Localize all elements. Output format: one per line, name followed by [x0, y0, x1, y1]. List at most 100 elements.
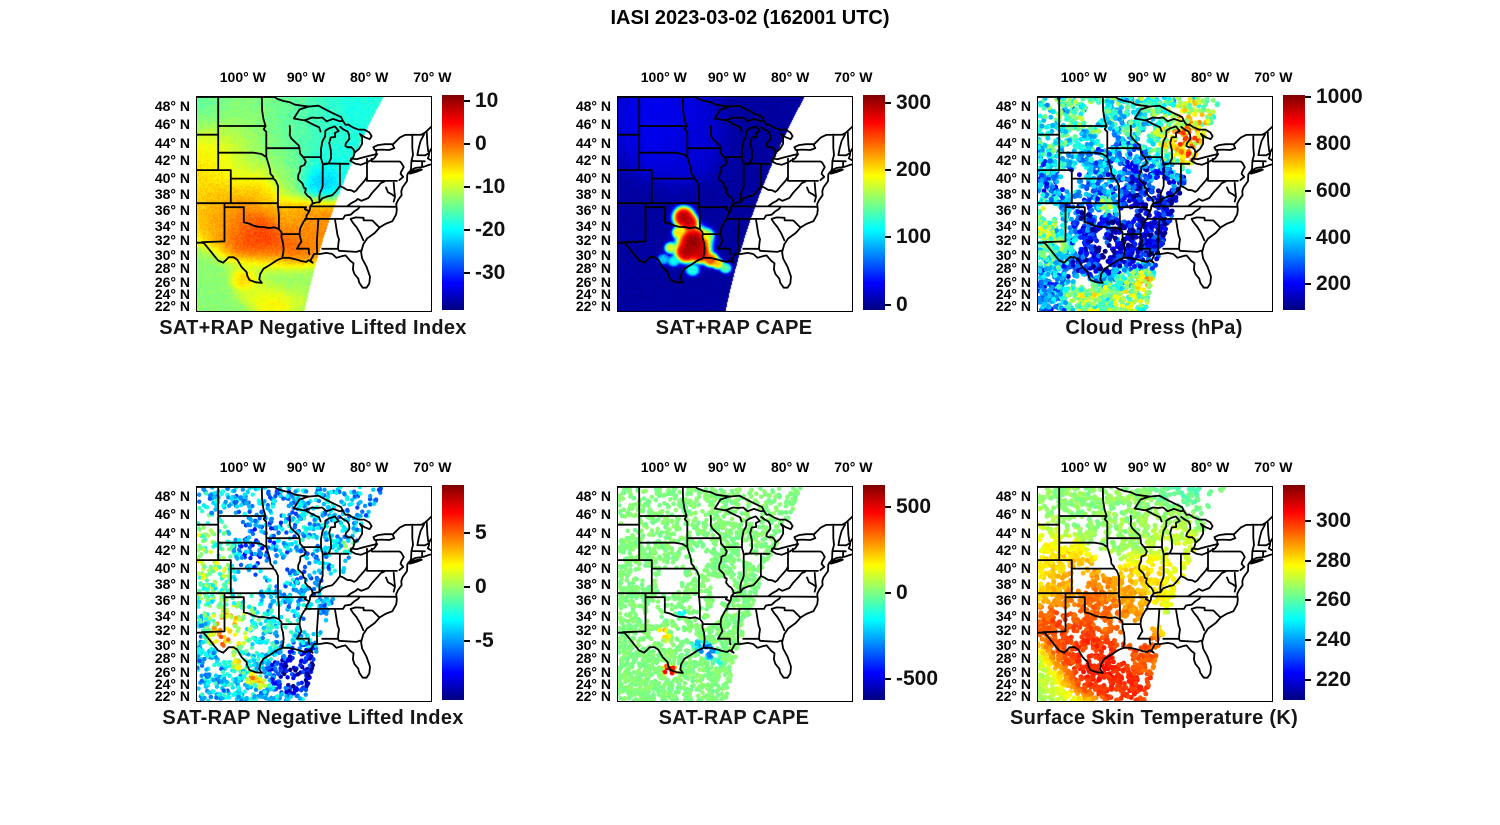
colorbar-tick-label: -20	[475, 218, 506, 242]
lat-tick-label: 26° N	[154, 663, 190, 680]
colorbar-tick-label: 1000	[1316, 85, 1363, 109]
lat-tick-label: 38° N	[995, 186, 1031, 203]
lat-tick-label: 46° N	[575, 116, 611, 133]
lat-tick-label: 36° N	[575, 592, 611, 609]
lon-tick-label: 100° W	[640, 459, 687, 475]
lon-tick-label: 90° W	[707, 459, 747, 475]
colorbar-tick-label: 5	[475, 521, 487, 545]
lon-tick-label: 90° W	[286, 459, 326, 475]
lon-axis: 100° W 90° W 80° W 70° W	[617, 62, 873, 96]
lon-tick-label: 100° W	[1060, 459, 1107, 475]
lat-axis: 48° N 46° N 44° N 42° N 40° N 38° N 36° N 34° N…	[134, 486, 190, 705]
lat-tick-label: 34° N	[154, 217, 190, 234]
lat-tick-label: 26° N	[575, 663, 611, 680]
colorbar-tick-label: 240	[1316, 628, 1352, 652]
lat-tick-label: 26° N	[575, 273, 611, 290]
lat-tick-label: 28° N	[575, 650, 611, 667]
lat-tick-label: 32° N	[575, 622, 611, 639]
colorbar-tick-label: 300	[896, 91, 932, 115]
colorbar: 500 0 -500	[863, 485, 978, 703]
lat-tick-label: 38° N	[154, 186, 190, 203]
colorbar: 300 200 100 0	[863, 91, 978, 316]
panel-title: SAT+RAP Negative Lifted Index	[159, 317, 467, 339]
colorbar-tick-mark	[885, 303, 891, 306]
panel-title: SAT-RAP CAPE	[658, 707, 810, 729]
colorbar-tick-label: 0	[475, 132, 487, 156]
lat-tick-label: 24° N	[154, 286, 190, 303]
lon-axis: 100° W 90° W 80° W 70° W	[617, 452, 873, 486]
lon-tick-label: 80° W	[1191, 69, 1230, 85]
lon-axis: 100° W 90° W 80° W 70° W	[196, 62, 452, 96]
lat-tick-label: 28° N	[154, 650, 190, 667]
lon-tick-label: 70° W	[834, 69, 873, 85]
colorbar-gradient	[863, 485, 885, 700]
colorbar-tick-mark	[464, 186, 470, 189]
lat-tick-label: 46° N	[995, 116, 1031, 133]
lat-axis: 48° N 46° N 44° N 42° N 40° N 38° N 36° N 34° N…	[975, 486, 1031, 705]
lat-tick-label: 30° N	[575, 636, 611, 653]
colorbar-tick-mark	[1305, 519, 1311, 522]
colorbar-tick-label: -500	[896, 666, 939, 690]
map-frame	[196, 96, 432, 312]
lon-tick-label: 90° W	[1127, 459, 1167, 475]
colorbar-tick-label: 400	[1316, 225, 1352, 249]
panel-sat-minus-rap-negative-lifted-index: 100° W 90° W 80° W 70° W 48° N 46° N 44° N 42°…	[134, 452, 564, 752]
panel-title: Cloud Press (hPa)	[1065, 317, 1243, 339]
lon-tick-label: 90° W	[286, 69, 326, 85]
map-frame	[1037, 96, 1273, 312]
lat-tick-label: 36° N	[995, 202, 1031, 219]
lat-tick-label: 46° N	[995, 506, 1031, 523]
lat-tick-label: 22° N	[154, 688, 190, 705]
colorbar-tick-mark	[1305, 96, 1311, 99]
colorbar-tick-mark	[1305, 236, 1311, 239]
lon-tick-label: 70° W	[413, 69, 452, 85]
panel-title: SAT-RAP Negative Lifted Index	[162, 707, 464, 729]
lon-axis: 100° W 90° W 80° W 70° W	[196, 452, 452, 486]
lat-tick-label: 40° N	[995, 559, 1031, 576]
lon-tick-label: 70° W	[1254, 459, 1293, 475]
lat-tick-label: 40° N	[575, 559, 611, 576]
panel-sat-minus-rap-cape: 100° W 90° W 80° W 70° W 48° N 46° N 44° N 42°…	[555, 452, 985, 752]
lat-tick-label: 38° N	[575, 186, 611, 203]
lon-tick-label: 100° W	[1060, 69, 1107, 85]
lat-tick-label: 44° N	[575, 134, 611, 151]
lat-tick-label: 46° N	[575, 506, 611, 523]
lat-tick-label: 22° N	[995, 298, 1031, 315]
colorbar-tick-label: -30	[475, 261, 506, 285]
colorbar-tick-mark	[1305, 559, 1311, 562]
colorbar: 1000 800 600 400 200	[1283, 85, 1398, 313]
lat-tick-label: 26° N	[995, 663, 1031, 680]
lat-tick-label: 38° N	[995, 576, 1031, 593]
lat-tick-label: 32° N	[575, 232, 611, 249]
lat-tick-label: 34° N	[154, 607, 190, 624]
colorbar-tick-mark	[885, 677, 891, 680]
colorbar-tick-mark	[885, 505, 891, 508]
lat-tick-label: 24° N	[995, 286, 1031, 303]
lat-tick-label: 28° N	[995, 260, 1031, 277]
lat-tick-label: 48° N	[154, 97, 190, 114]
lon-tick-label: 80° W	[771, 459, 810, 475]
lat-tick-label: 24° N	[575, 286, 611, 303]
lon-axis: 100° W 90° W 80° W 70° W	[1037, 62, 1293, 96]
lat-tick-label: 38° N	[575, 576, 611, 593]
lat-tick-label: 32° N	[995, 622, 1031, 639]
colorbar-tick-label: 200	[896, 158, 932, 182]
colorbar-tick-mark	[464, 100, 470, 103]
map-frame	[617, 96, 853, 312]
colorbar-tick-mark	[1305, 679, 1311, 682]
lat-tick-label: 46° N	[154, 116, 190, 133]
lat-tick-label: 22° N	[154, 298, 190, 315]
panel-title: SAT+RAP CAPE	[655, 317, 813, 339]
lat-axis: 48° N 46° N 44° N 42° N 40° N 38° N 36° N 34° N…	[134, 96, 190, 315]
lat-tick-label: 30° N	[995, 246, 1031, 263]
lon-tick-label: 70° W	[834, 459, 873, 475]
colorbar-tick-label: 600	[1316, 178, 1352, 202]
us-state-borders	[197, 97, 431, 289]
map-frame	[196, 486, 432, 702]
lon-tick-label: 80° W	[350, 459, 389, 475]
lat-tick-label: 34° N	[575, 217, 611, 234]
lat-tick-label: 22° N	[995, 688, 1031, 705]
map-frame	[1037, 486, 1273, 702]
colorbar: 5 0 -5	[442, 485, 557, 703]
